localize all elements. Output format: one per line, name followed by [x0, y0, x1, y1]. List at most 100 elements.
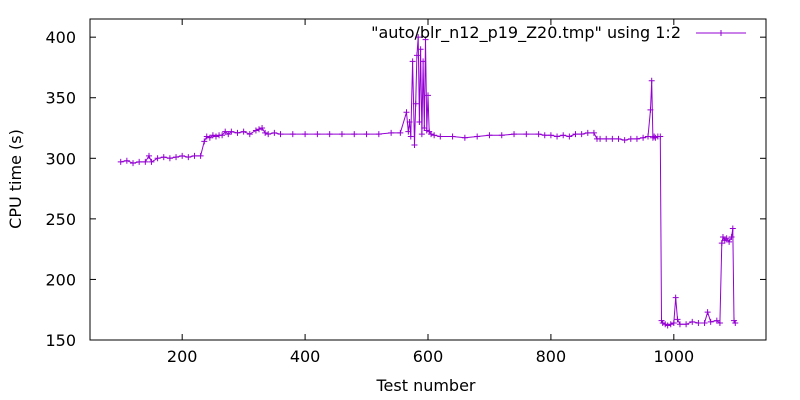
data-point — [707, 318, 714, 325]
data-point — [554, 133, 561, 140]
data-point — [672, 294, 679, 301]
data-point — [166, 155, 173, 162]
data-point — [262, 129, 269, 136]
data-point — [219, 132, 226, 139]
data-point — [609, 135, 616, 142]
data-point — [657, 133, 664, 140]
data-point — [674, 316, 681, 323]
data-point — [474, 133, 481, 140]
plot-frame — [89, 18, 767, 341]
data-point — [621, 137, 628, 144]
data-point — [397, 129, 404, 136]
data-point — [405, 128, 412, 135]
y-tick-label: 150 — [45, 331, 76, 350]
data-point — [566, 133, 573, 140]
data-point — [252, 127, 259, 134]
data-point — [130, 160, 137, 167]
data-point — [615, 135, 622, 142]
data-point — [201, 138, 208, 145]
legend-marker-glyph — [718, 30, 724, 36]
data-point — [683, 321, 690, 328]
data-point — [411, 141, 418, 148]
data-point — [212, 133, 219, 140]
data-point — [416, 118, 423, 125]
data-point — [179, 152, 186, 159]
data-point — [627, 135, 634, 142]
data-point — [351, 131, 358, 138]
x-tick-label: 200 — [167, 347, 198, 366]
data-point — [728, 234, 735, 241]
data-point — [547, 132, 554, 139]
legend-marker — [718, 30, 724, 36]
data-point — [185, 154, 192, 161]
data-point — [422, 36, 429, 43]
data-point — [597, 135, 604, 142]
data-point — [667, 321, 674, 328]
data-point — [704, 309, 711, 316]
data-point — [246, 131, 253, 138]
data-point — [640, 134, 647, 141]
x-tick-label: 400 — [290, 347, 321, 366]
data-point — [523, 131, 530, 138]
data-point — [486, 132, 493, 139]
data-point — [409, 58, 416, 65]
y-tick-label: 400 — [45, 28, 76, 47]
x-tick-label: 1000 — [653, 347, 694, 366]
data-point — [222, 128, 229, 135]
data-point — [145, 152, 152, 159]
data-point — [560, 132, 567, 139]
data-point — [718, 240, 725, 247]
data-point — [664, 322, 671, 329]
data-point — [117, 158, 124, 165]
y-tick-label: 200 — [45, 270, 76, 289]
data-point — [723, 235, 730, 242]
data-point — [701, 320, 708, 327]
data-point — [259, 125, 266, 132]
data-point — [603, 135, 610, 142]
data-point — [716, 320, 723, 327]
y-tick-label: 350 — [45, 89, 76, 108]
data-point — [511, 131, 518, 138]
data-point — [415, 34, 422, 41]
data-point — [719, 234, 726, 241]
data-point — [413, 52, 420, 59]
data-point — [431, 132, 438, 139]
data-point — [148, 158, 155, 165]
data-point — [726, 238, 733, 245]
data-point — [689, 318, 696, 325]
data-point — [633, 135, 640, 142]
data-point — [418, 131, 425, 138]
data-point — [732, 320, 739, 327]
data-point — [729, 225, 736, 232]
data-point — [670, 320, 677, 327]
data-point — [572, 131, 579, 138]
data-point — [154, 155, 161, 162]
legend: "auto/blr_n12_p19_Z20.tmp" using 1:2 — [371, 23, 746, 43]
data-point — [209, 132, 216, 139]
data-point — [338, 131, 345, 138]
y-axis-label: CPU time (s) — [6, 129, 25, 229]
data-point — [713, 317, 720, 324]
data-point — [388, 129, 395, 136]
data-point — [590, 129, 597, 136]
data-point — [160, 154, 167, 161]
data-point — [695, 320, 702, 327]
data-point — [142, 158, 149, 165]
data-point — [363, 131, 370, 138]
x-tick-label: 800 — [536, 347, 567, 366]
y-tick-label: 250 — [45, 210, 76, 229]
data-point — [449, 133, 456, 140]
data-point — [584, 129, 591, 136]
data-point — [302, 131, 309, 138]
data-point — [437, 133, 444, 140]
data-point — [461, 134, 468, 141]
data-point — [647, 106, 654, 113]
data-point — [206, 134, 213, 141]
data-point — [123, 157, 130, 164]
x-tick-label: 600 — [413, 347, 444, 366]
data-point — [271, 129, 278, 136]
data-point — [535, 131, 542, 138]
data-point — [420, 58, 427, 65]
data-point — [173, 154, 180, 161]
